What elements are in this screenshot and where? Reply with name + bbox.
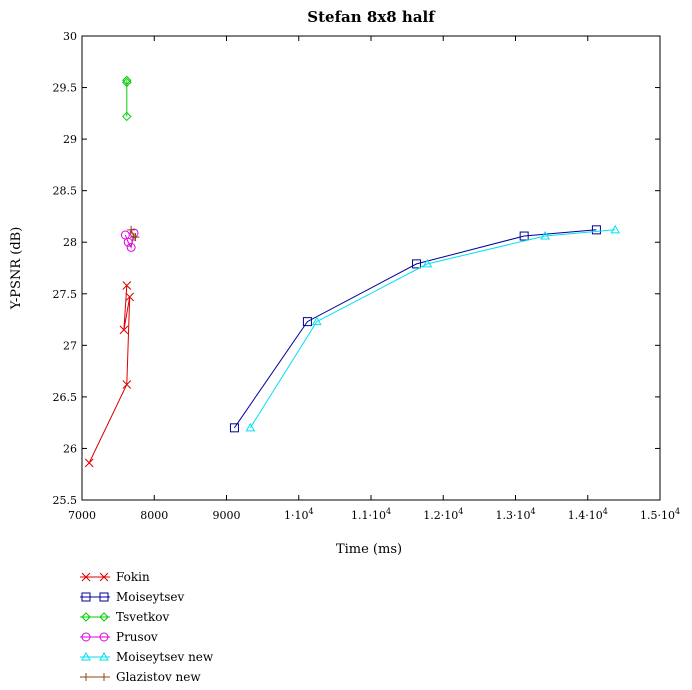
legend-entry: Fokin <box>80 570 150 584</box>
series-fokin <box>84 281 135 468</box>
legend-label: Tsvetkov <box>116 610 169 624</box>
data-point <box>131 233 140 242</box>
data-point <box>412 259 422 269</box>
y-tick-label: 29 <box>63 133 77 146</box>
x-axis: 7000 8000 9000 1·104 1.1·104 1.2·104 1.3·104 1.… <box>68 36 680 522</box>
x-tick-label: 1.5·104 <box>640 507 680 522</box>
data-point <box>122 111 132 122</box>
legend: Fokin Moiseytsev Tsvetkov Prusov Moiseytsev … <box>80 570 214 684</box>
data-point <box>99 612 109 622</box>
x-tick-label: 8000 <box>140 509 168 522</box>
legend-label: Fokin <box>116 570 150 584</box>
legend-label: Moiseytsev new <box>116 650 214 664</box>
legend-label: Glazistov new <box>116 670 201 684</box>
series-glazistov-new <box>127 225 140 242</box>
data-point <box>311 316 322 326</box>
data-point <box>99 632 109 642</box>
x-tick-label: 1.2·104 <box>423 507 463 522</box>
data-point <box>81 612 91 622</box>
series-line <box>88 285 131 464</box>
y-tick-label: 25.5 <box>53 494 78 507</box>
legend-entry: Moiseytsev new <box>80 650 214 664</box>
data-point <box>610 224 621 234</box>
y-tick-label: 27.5 <box>53 288 78 301</box>
legend-entry: Moiseytsev <box>80 590 184 604</box>
x-tick-label: 9000 <box>213 509 241 522</box>
data-point <box>591 225 601 235</box>
y-axis: 25.5 26 26.5 27 27.5 28 28.5 29 29.5 30 <box>53 30 660 507</box>
x-tick-label: 1·104 <box>284 507 314 522</box>
legend-label: Prusov <box>116 630 158 644</box>
chart-title: Stefan 8x8 half <box>307 8 436 26</box>
y-tick-label: 28 <box>63 236 77 249</box>
series-tsvetkov <box>122 75 132 122</box>
series-line <box>249 229 616 429</box>
data-point <box>123 237 133 247</box>
data-point <box>99 572 109 582</box>
data-point <box>119 325 129 335</box>
data-point <box>122 281 132 290</box>
x-tick-exponent: 4 <box>458 507 463 516</box>
data-point <box>422 258 433 268</box>
x-tick-exponent: 4 <box>308 507 313 516</box>
x-axis-label: Time (ms) <box>336 542 402 557</box>
legend-entry: Glazistov new <box>80 670 201 684</box>
x-tick-label: 7000 <box>68 509 96 522</box>
data-point <box>84 458 94 468</box>
data-point <box>82 673 90 681</box>
y-tick-label: 27 <box>63 339 77 352</box>
data-point <box>127 225 136 234</box>
data-point <box>122 380 132 389</box>
data-point <box>125 292 135 302</box>
y-tick-label: 26 <box>63 442 77 455</box>
legend-label: Moiseytsev <box>116 590 184 604</box>
series-line <box>233 229 597 429</box>
y-tick-label: 29.5 <box>53 82 78 95</box>
x-tick-exponent: 4 <box>386 507 391 516</box>
data-point <box>81 592 91 602</box>
y-axis-label: Y-PSNR (dB) <box>9 227 24 311</box>
data-point <box>81 572 91 582</box>
x-tick-label: 1.3·104 <box>495 507 535 522</box>
series-moiseytsev <box>229 225 601 433</box>
data-point <box>229 423 239 433</box>
x-tick-exponent: 4 <box>675 507 680 516</box>
x-tick-exponent: 4 <box>603 507 608 516</box>
legend-entry: Tsvetkov <box>80 610 169 624</box>
data-point <box>245 422 256 432</box>
data-point <box>519 231 529 241</box>
y-tick-label: 26.5 <box>53 391 78 404</box>
data-point <box>81 651 91 661</box>
plot-frame <box>81 35 661 501</box>
data-point <box>99 592 109 602</box>
y-tick-label: 28.5 <box>53 185 78 198</box>
x-tick-label: 1.4·104 <box>568 507 608 522</box>
data-point <box>126 242 136 252</box>
data-point <box>81 632 91 642</box>
x-tick-exponent: 4 <box>530 507 535 516</box>
legend-entry: Prusov <box>80 630 158 644</box>
plot-series <box>84 75 621 468</box>
data-point <box>99 651 109 661</box>
y-tick-label: 30 <box>63 30 77 43</box>
data-point <box>540 231 550 240</box>
data-point <box>100 673 108 681</box>
series-moiseytsev-new <box>245 224 621 432</box>
x-tick-label: 1.1·104 <box>351 507 391 522</box>
data-point <box>302 317 312 327</box>
data-point <box>122 75 132 86</box>
